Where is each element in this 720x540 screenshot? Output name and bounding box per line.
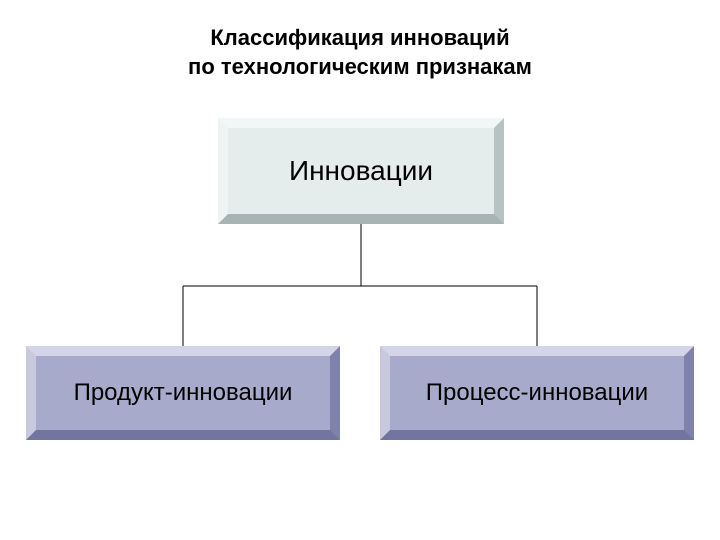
child-node-process: Процесс-инновации (380, 346, 694, 440)
child-node-product-label: Продукт-инновации (74, 379, 293, 407)
connector-path (183, 224, 537, 346)
root-node: Инновации (218, 118, 504, 224)
child-node-process-label: Процесс-инновации (426, 379, 648, 407)
root-node-label: Инновации (289, 155, 433, 187)
connector-lines (0, 0, 720, 540)
child-node-product: Продукт-инновации (26, 346, 340, 440)
